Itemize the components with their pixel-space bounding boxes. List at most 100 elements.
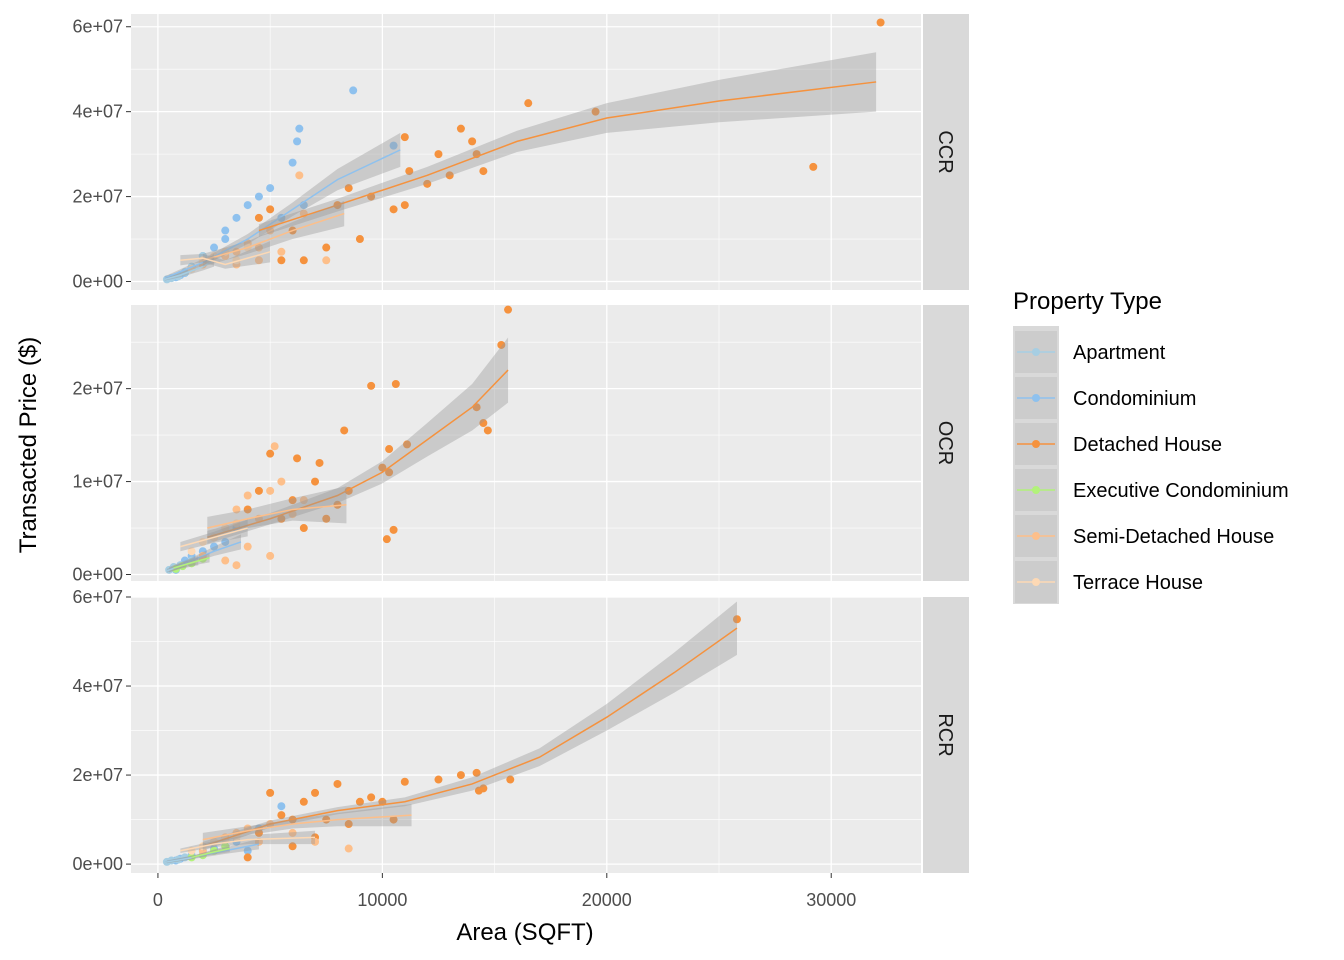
y-tick-label: 0e+00 <box>72 272 123 292</box>
data-point <box>456 771 465 780</box>
data-point <box>243 853 252 862</box>
data-point <box>391 379 400 388</box>
legend-item: Executive Condominium <box>1015 469 1289 511</box>
legend-label: Apartment <box>1073 342 1166 364</box>
data-point <box>389 525 398 534</box>
y-tick-label: 1e+07 <box>72 472 123 492</box>
data-point <box>382 535 391 544</box>
data-point <box>367 793 376 802</box>
data-point <box>221 524 230 533</box>
data-point <box>299 496 308 505</box>
data-point <box>266 205 275 214</box>
legend-label: Condominium <box>1073 388 1196 410</box>
data-point <box>243 542 252 551</box>
data-point <box>221 235 230 244</box>
facet-strip <box>923 305 969 581</box>
facet-strip-label: RCR <box>934 713 956 756</box>
facet-strip-label: OCR <box>934 421 956 465</box>
confidence-band <box>202 601 737 851</box>
data-point <box>876 18 885 27</box>
legend: Property Type Apartment Condominium Detach… <box>1013 288 1289 604</box>
data-point <box>340 426 349 435</box>
facet-strip <box>923 597 969 873</box>
data-point <box>270 442 279 451</box>
data-point <box>504 305 513 314</box>
data-point <box>445 171 454 180</box>
data-point <box>293 454 302 463</box>
smooth-fit-line <box>180 527 248 548</box>
data-point <box>210 542 219 551</box>
data-point <box>400 201 409 210</box>
data-point <box>468 137 477 146</box>
data-point <box>266 551 275 560</box>
smooth-fit-line <box>164 856 194 864</box>
data-point <box>254 486 263 495</box>
y-axis-title: Transacted Price ($) <box>15 337 42 554</box>
data-point <box>277 247 286 256</box>
legend-title: Property Type <box>1013 288 1162 315</box>
confidence-band <box>164 132 401 280</box>
legend-item: Apartment <box>1015 331 1166 373</box>
data-point <box>434 775 443 784</box>
data-point <box>456 124 465 133</box>
data-point <box>277 477 286 486</box>
data-point <box>221 537 230 546</box>
data-point <box>311 837 320 846</box>
data-point <box>221 226 230 235</box>
legend-key-point <box>1032 532 1040 540</box>
smooth-fit-line <box>180 836 316 852</box>
y-tick-label: 0e+00 <box>72 564 123 584</box>
data-point <box>355 235 364 244</box>
confidence-band <box>202 804 412 847</box>
smooth-fit-line <box>168 541 242 571</box>
data-point <box>506 775 515 784</box>
y-tick-label: 2e+07 <box>72 187 123 207</box>
data-point <box>277 811 286 820</box>
legend-item: Semi-Detached House <box>1015 515 1274 557</box>
data-point <box>232 561 241 570</box>
y-tick-label: 2e+07 <box>72 765 123 785</box>
confidence-band <box>180 241 271 269</box>
data-point <box>243 491 252 500</box>
x-tick-label: 30000 <box>806 890 856 910</box>
data-point <box>385 468 394 477</box>
facet-panels: 0e+00 2e+07 4e+07 6e+07 CCR 0e+00 1e+07 2e+07 OC… <box>72 14 969 874</box>
legend-key-point <box>1032 486 1040 494</box>
data-point <box>367 381 376 390</box>
data-point <box>378 463 387 472</box>
data-point <box>349 86 358 95</box>
data-point <box>344 184 353 193</box>
panel-background <box>131 14 921 290</box>
data-point <box>322 243 331 252</box>
legend-label: Executive Condominium <box>1073 480 1289 502</box>
data-point <box>266 184 275 193</box>
legend-key-point <box>1032 394 1040 402</box>
data-point <box>434 150 443 159</box>
data-point <box>254 243 263 252</box>
data-point <box>497 340 506 349</box>
panel-ocr: 0e+00 1e+07 2e+07 OCR <box>72 305 969 584</box>
data-point <box>277 256 286 265</box>
x-axis: 0 10000 20000 30000 <box>153 873 856 910</box>
data-point <box>266 449 275 458</box>
y-tick-label: 0e+00 <box>72 854 123 874</box>
data-point <box>472 768 481 777</box>
facet-strip <box>923 14 969 290</box>
data-point <box>299 256 308 265</box>
panel-rcr: 0e+00 2e+07 4e+07 6e+07 RCR <box>72 587 969 874</box>
y-tick-label: 2e+07 <box>72 379 123 399</box>
x-tick-label: 10000 <box>357 890 407 910</box>
data-point <box>389 205 398 214</box>
data-point <box>266 486 275 495</box>
panel-ccr: 0e+00 2e+07 4e+07 6e+07 CCR <box>72 14 969 292</box>
legend-label: Terrace House <box>1073 572 1203 594</box>
data-point <box>315 458 324 467</box>
data-point <box>299 797 308 806</box>
data-point <box>295 171 304 180</box>
smooth-fit-line <box>191 847 230 859</box>
confidence-band <box>207 337 509 544</box>
x-tick-label: 0 <box>153 890 163 910</box>
data-point <box>400 777 409 786</box>
data-point <box>232 213 241 222</box>
